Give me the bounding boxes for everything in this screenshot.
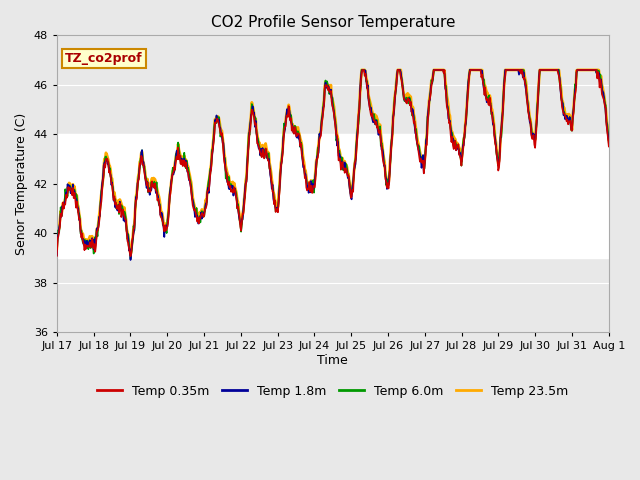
Temp 1.8m	[63, 192, 70, 198]
Temp 6.0m	[120, 213, 127, 218]
Temp 6.0m	[358, 67, 365, 73]
Temp 6.0m	[127, 256, 134, 262]
Temp 0.35m	[401, 98, 409, 104]
Temp 1.8m	[120, 218, 127, 224]
Temp 6.0m	[53, 245, 61, 251]
Temp 6.0m	[401, 97, 409, 103]
Temp 0.35m	[63, 195, 70, 201]
Line: Temp 23.5m: Temp 23.5m	[57, 70, 609, 255]
Temp 0.35m	[177, 161, 184, 167]
Temp 23.5m	[53, 245, 61, 251]
Temp 23.5m	[206, 173, 214, 179]
Temp 1.8m	[206, 178, 214, 184]
Legend: Temp 0.35m, Temp 1.8m, Temp 6.0m, Temp 23.5m: Temp 0.35m, Temp 1.8m, Temp 6.0m, Temp 2…	[92, 380, 573, 403]
Temp 6.0m	[206, 172, 214, 178]
Temp 0.35m	[605, 144, 612, 149]
X-axis label: Time: Time	[317, 354, 348, 367]
Line: Temp 6.0m: Temp 6.0m	[57, 70, 609, 259]
Temp 6.0m	[418, 155, 426, 160]
Temp 23.5m	[127, 252, 134, 258]
Temp 23.5m	[401, 93, 409, 99]
Temp 1.8m	[358, 67, 366, 73]
Temp 0.35m	[127, 253, 134, 259]
Title: CO2 Profile Sensor Temperature: CO2 Profile Sensor Temperature	[211, 15, 455, 30]
Temp 0.35m	[358, 67, 366, 73]
Temp 1.8m	[127, 257, 134, 263]
Temp 23.5m	[418, 156, 426, 161]
Temp 6.0m	[605, 141, 612, 146]
Line: Temp 1.8m: Temp 1.8m	[57, 70, 609, 260]
Temp 23.5m	[605, 136, 612, 142]
Temp 0.35m	[206, 180, 214, 186]
Temp 0.35m	[120, 211, 127, 217]
Temp 1.8m	[605, 138, 612, 144]
Line: Temp 0.35m: Temp 0.35m	[57, 70, 609, 256]
Y-axis label: Senor Temperature (C): Senor Temperature (C)	[15, 112, 28, 255]
Temp 23.5m	[63, 190, 70, 196]
Temp 23.5m	[177, 153, 184, 158]
Temp 23.5m	[358, 67, 365, 73]
Temp 1.8m	[418, 165, 426, 171]
Text: TZ_co2prof: TZ_co2prof	[65, 52, 143, 65]
Temp 23.5m	[120, 208, 127, 214]
Temp 1.8m	[401, 97, 409, 103]
Temp 0.35m	[53, 253, 61, 259]
Bar	[57, 134, 609, 258]
Temp 6.0m	[63, 192, 70, 197]
Temp 1.8m	[177, 153, 184, 159]
Temp 1.8m	[53, 252, 61, 258]
Temp 0.35m	[418, 159, 426, 165]
Temp 6.0m	[177, 157, 184, 163]
